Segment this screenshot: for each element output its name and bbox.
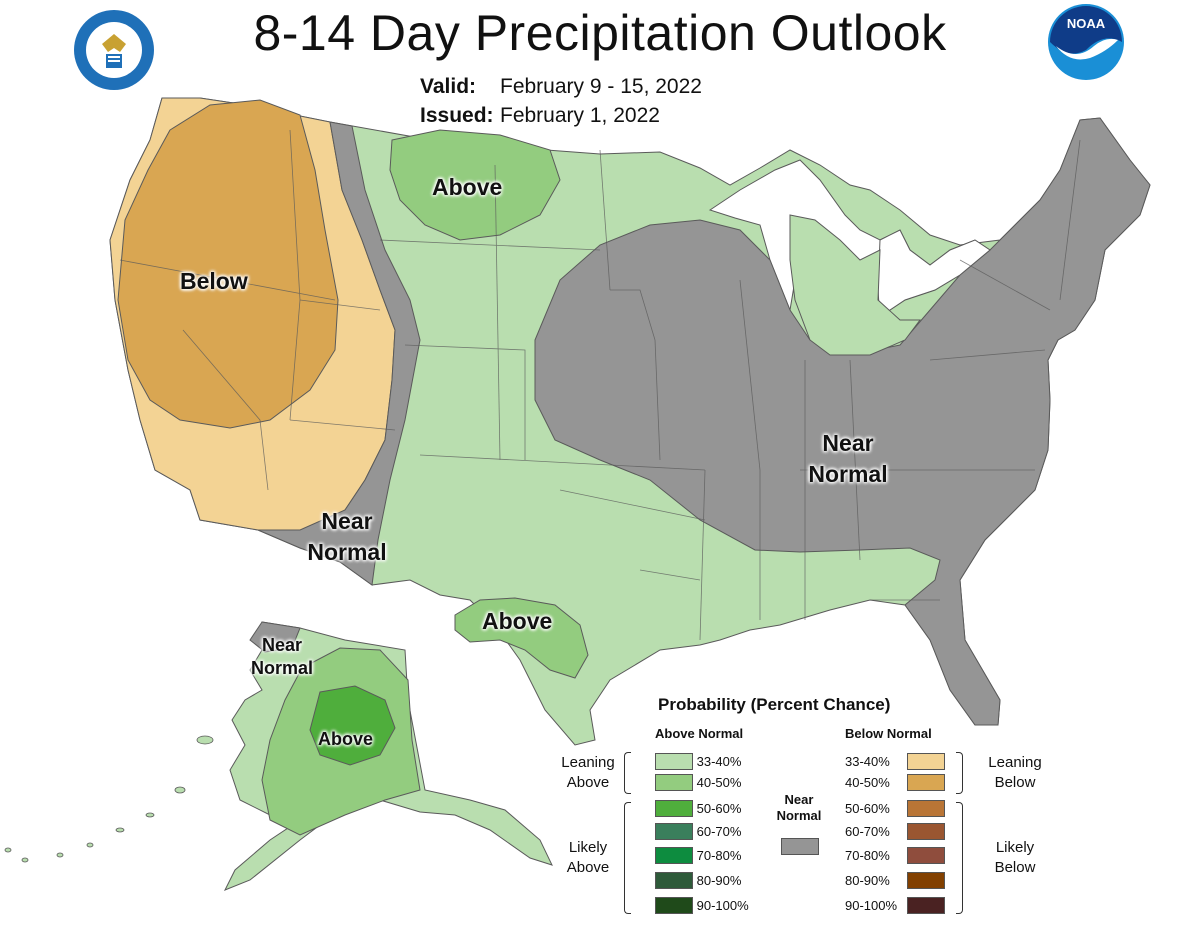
swatch-above-33-40 bbox=[655, 753, 693, 771]
pct-above-60-70: 60-70% bbox=[696, 824, 742, 840]
legend-above-header: Above Normal bbox=[655, 726, 744, 741]
issued-value: February 1, 2022 bbox=[500, 104, 660, 127]
label-east-near-line1: Near bbox=[822, 430, 874, 456]
swatch-below-60-70 bbox=[906, 823, 945, 841]
swatch-above-60-70 bbox=[655, 823, 693, 841]
leaning-below-text: Leaning Below bbox=[970, 753, 1060, 793]
state-boundaries bbox=[119, 129, 1081, 641]
likely-below-line1: Likely bbox=[995, 839, 1035, 856]
noaa-logo-icon: NOAA bbox=[1048, 4, 1124, 80]
legend-above-row: 33-40% bbox=[655, 753, 741, 773]
pct-above-90-100: 90-100% bbox=[696, 898, 749, 914]
texas-above-region bbox=[454, 597, 589, 679]
swatch-below-70-80 bbox=[906, 847, 945, 865]
page-title: 8-14 Day Precipitation Outlook bbox=[253, 5, 947, 61]
pct-below-70-80: 70-80% bbox=[845, 848, 890, 864]
legend-above-row: 40-50% bbox=[655, 774, 741, 794]
pct-above-33-40: 33-40% bbox=[696, 754, 742, 770]
pct-below-33-40: 33-40% bbox=[845, 754, 890, 770]
date-block: Valid: February 9 - 15, 2022 Issued: Febru… bbox=[420, 72, 702, 130]
west-below-core-region bbox=[117, 99, 339, 429]
leaning-above-line1: Leaning bbox=[561, 754, 615, 771]
pct-below-40-50: 40-50% bbox=[845, 775, 890, 791]
legend-below-header: Below Normal bbox=[845, 726, 932, 741]
likely-above-brace bbox=[624, 802, 631, 914]
label-ak-near-line1: Near bbox=[261, 635, 303, 655]
pct-below-50-60: 50-60% bbox=[845, 801, 890, 817]
legend-below-row: 70-80% bbox=[845, 847, 945, 867]
leaning-above-line2: Above bbox=[566, 774, 610, 791]
legend-above-row: 50-60% bbox=[655, 800, 741, 820]
swatch-above-50-60 bbox=[655, 800, 693, 818]
michigan-above-region bbox=[789, 214, 921, 356]
label-sw-near-line2: Normal bbox=[307, 539, 387, 565]
label-ak-near-line2: Normal bbox=[250, 658, 313, 678]
swatch-below-80-90 bbox=[906, 872, 945, 890]
noaa-logo-text: NOAA bbox=[1067, 16, 1106, 31]
pct-below-80-90: 80-90% bbox=[845, 873, 890, 889]
leaning-below-line2: Below bbox=[994, 774, 1036, 791]
pct-above-80-90: 80-90% bbox=[696, 873, 742, 889]
label-ak-near-normal: Near Normal bbox=[244, 634, 320, 680]
pct-above-40-50: 40-50% bbox=[696, 775, 742, 791]
legend-title: Probability (Percent Chance) bbox=[658, 695, 891, 714]
legend-below-row: 50-60% bbox=[845, 800, 945, 820]
valid-value: February 9 - 15, 2022 bbox=[500, 75, 702, 98]
alaska-near-normal-region bbox=[249, 621, 301, 653]
swatch-below-33-40 bbox=[906, 753, 945, 771]
leaning-below-brace bbox=[956, 752, 963, 794]
issued-label: Issued: bbox=[420, 104, 494, 127]
likely-below-brace bbox=[956, 802, 963, 914]
legend-below-row: 90-100% bbox=[845, 897, 945, 917]
label-west-below: Below bbox=[180, 268, 248, 294]
near-normal-label: Near Normal bbox=[762, 792, 836, 824]
probability-legend: Probability (Percent Chance) Above Norma… bbox=[548, 692, 968, 922]
legend-below-row: 80-90% bbox=[845, 872, 945, 892]
label-east-near-line2: Normal bbox=[808, 461, 888, 487]
legend-above-row: 70-80% bbox=[655, 847, 741, 867]
pct-below-90-100: 90-100% bbox=[845, 898, 898, 914]
label-sw-near-line1: Near bbox=[321, 508, 373, 534]
swatch-below-40-50 bbox=[906, 774, 945, 792]
doc-seal-icon bbox=[74, 10, 154, 90]
valid-label: Valid: bbox=[420, 75, 477, 98]
pct-above-70-80: 70-80% bbox=[696, 848, 742, 864]
near-normal-line2: Normal bbox=[776, 808, 822, 823]
likely-above-line1: Likely bbox=[568, 839, 608, 856]
legend-above-row: 80-90% bbox=[655, 872, 741, 892]
swatch-above-40-50 bbox=[655, 774, 693, 792]
label-texas-above: Above bbox=[482, 608, 553, 634]
likely-below-line2: Below bbox=[994, 859, 1036, 876]
legend-above-row: 90-100% bbox=[655, 897, 749, 917]
swatch-above-90-100 bbox=[655, 897, 693, 915]
legend-below-row: 40-50% bbox=[845, 774, 945, 794]
swatch-below-90-100 bbox=[906, 897, 945, 915]
swatch-near-normal bbox=[781, 838, 819, 855]
pct-below-60-70: 60-70% bbox=[845, 824, 890, 840]
legend-below-row: 60-70% bbox=[845, 823, 945, 843]
alaska-likely-above-region bbox=[309, 685, 396, 766]
swatch-above-80-90 bbox=[655, 872, 693, 890]
swatch-below-50-60 bbox=[906, 800, 945, 818]
label-ak-above: Above bbox=[318, 729, 374, 749]
leaning-above-label: Leaning Above bbox=[554, 753, 622, 793]
legend-above-row: 60-70% bbox=[655, 823, 741, 843]
near-normal-line1: Near bbox=[784, 792, 814, 807]
aleutian-islands bbox=[4, 735, 214, 863]
label-sw-near-normal: Near Normal bbox=[306, 506, 388, 568]
likely-above-label: Likely Above bbox=[554, 838, 622, 878]
pct-above-50-60: 50-60% bbox=[696, 801, 742, 817]
likely-above-line2: Above bbox=[566, 859, 610, 876]
label-north-above: Above bbox=[432, 174, 503, 200]
label-east-near-normal: Near Normal bbox=[800, 428, 896, 490]
legend-below-row: 33-40% bbox=[845, 753, 945, 773]
leaning-below-line1: Leaning bbox=[988, 754, 1042, 771]
swatch-above-70-80 bbox=[655, 847, 693, 865]
likely-below-text: Likely Below bbox=[970, 838, 1060, 878]
leaning-above-brace bbox=[624, 752, 631, 794]
north-above-region bbox=[389, 129, 561, 241]
west-near-normal-strip bbox=[257, 121, 421, 586]
